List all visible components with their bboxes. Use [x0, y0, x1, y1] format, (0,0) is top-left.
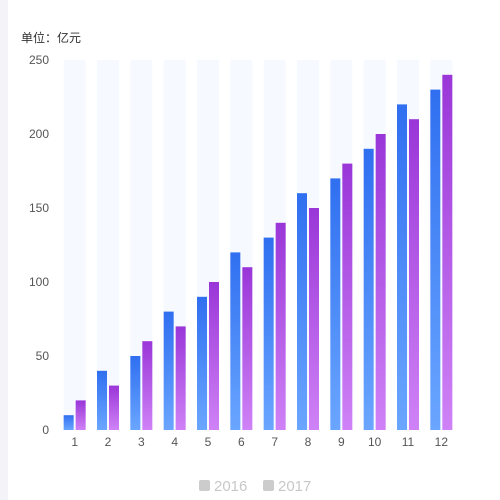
y-tick-label: 150 — [29, 201, 49, 215]
y-tick-label: 250 — [29, 53, 49, 67]
y-tick-label: 200 — [29, 127, 49, 141]
x-tick-label: 5 — [205, 435, 212, 449]
x-tick-label: 8 — [305, 435, 312, 449]
bar-2017-3[interactable] — [142, 341, 153, 430]
legend-swatch — [263, 480, 274, 491]
background-band — [97, 60, 119, 430]
bar-2017-9[interactable] — [342, 163, 353, 430]
bar-2017-6[interactable] — [242, 267, 253, 430]
x-tick-label: 1 — [71, 435, 78, 449]
legend: 2016 2017 — [199, 478, 311, 495]
x-tick-label: 2 — [105, 435, 112, 449]
bar-2017-4[interactable] — [175, 326, 186, 430]
bar-2016-7[interactable] — [263, 237, 274, 430]
bar-2017-10[interactable] — [375, 134, 386, 430]
bar-2016-9[interactable] — [330, 178, 341, 430]
legend-label: 2017 — [278, 478, 311, 495]
y-tick-label: 50 — [36, 349, 50, 363]
x-tick-label: 10 — [368, 435, 382, 449]
bar-2017-1[interactable] — [75, 400, 86, 430]
x-tick-label: 7 — [271, 435, 278, 449]
left-rail — [0, 0, 8, 500]
bar-2016-1[interactable] — [63, 415, 74, 430]
legend-item-2017[interactable]: 2017 — [263, 478, 311, 495]
background-bands — [63, 60, 453, 430]
bar-2016-8[interactable] — [297, 193, 307, 430]
bar-2017-2[interactable] — [109, 385, 119, 430]
bar-2016-2[interactable] — [97, 370, 107, 430]
background-band — [130, 60, 153, 430]
bar-2016-3[interactable] — [130, 356, 141, 430]
bar-2016-12[interactable] — [430, 89, 441, 430]
background-band — [63, 60, 86, 430]
bar-2017-12[interactable] — [442, 74, 453, 431]
x-tick-label: 6 — [238, 435, 245, 449]
x-tick-label: 9 — [338, 435, 345, 449]
x-axis-ticks: 1 2 3 4 5 6 7 8 9 10 11 12 — [71, 435, 448, 449]
unit-label: 单位：亿元 — [21, 30, 81, 45]
legend-label: 2016 — [214, 478, 247, 495]
x-tick-label: 4 — [171, 435, 178, 449]
bar-2016-6[interactable] — [230, 252, 241, 430]
y-axis-ticks: 0 50 100 150 200 250 — [29, 53, 49, 437]
x-tick-label: 12 — [435, 435, 449, 449]
bar-2017-7[interactable] — [275, 222, 286, 430]
bar-2016-5[interactable] — [197, 296, 207, 430]
bar-2016-4[interactable] — [163, 311, 174, 430]
legend-swatch — [199, 480, 210, 491]
x-tick-label: 11 — [402, 435, 415, 449]
y-tick-label: 0 — [42, 423, 49, 437]
x-tick-label: 3 — [138, 435, 145, 449]
bar-2017-11[interactable] — [409, 119, 419, 430]
bars — [63, 74, 453, 431]
legend-item-2016[interactable]: 2016 — [199, 478, 247, 495]
bar-2017-8[interactable] — [309, 208, 319, 430]
bar-2017-5[interactable] — [209, 282, 219, 430]
y-tick-label: 100 — [29, 275, 49, 289]
bar-2016-11[interactable] — [397, 104, 407, 431]
bar-2016-10[interactable] — [363, 148, 374, 431]
